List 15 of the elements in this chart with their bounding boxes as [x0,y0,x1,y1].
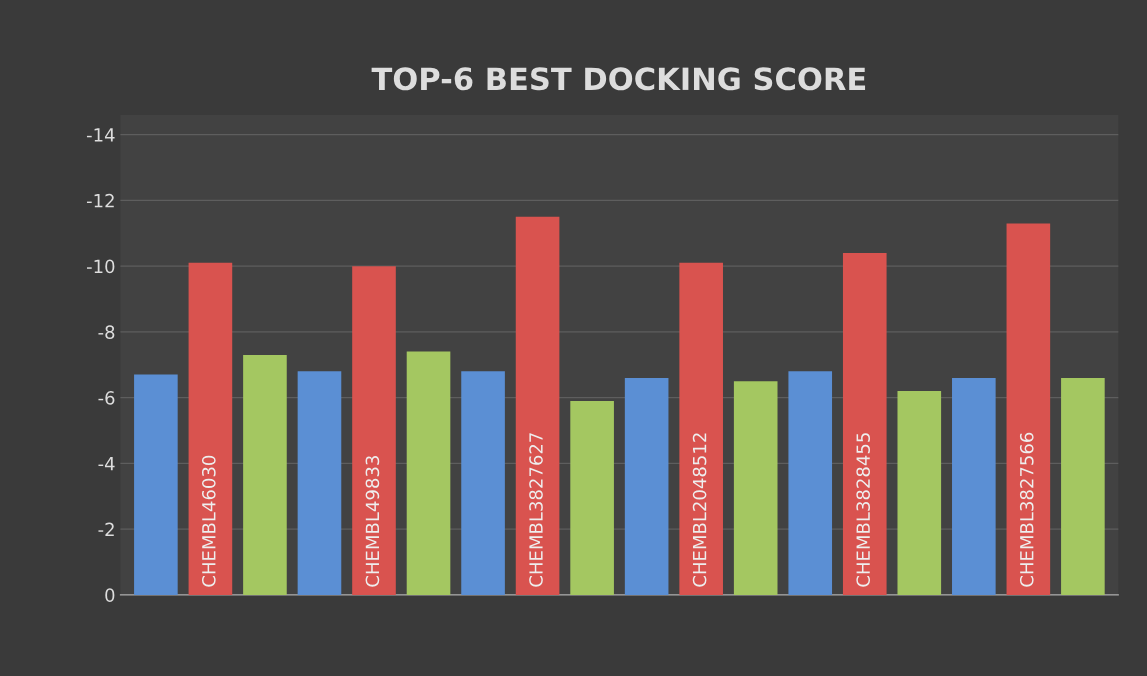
y-tick-label: -2 [98,522,114,536]
x-tick-label: CHEMBL49833 [365,456,380,587]
y-tick-label: -4 [98,457,115,471]
y-tick-label: -10 [86,259,115,274]
x-tick-label: CHEMBL2048512 [692,433,707,587]
y-tick-label: -14 [86,128,115,142]
x-tick-label: CHEMBL46030 [201,455,216,587]
x-tick-label: CHEMBL3828455 [856,433,870,587]
y-tick-label: 0 [105,588,115,602]
y-tick-label: -8 [98,325,115,339]
y-tick-label: -12 [86,193,114,208]
x-tick-label: CHEMBL3827627 [529,433,543,587]
x-tick-label: CHEMBL3827566 [1019,432,1034,587]
y-tick-label: -6 [98,391,115,405]
chart-title: TOP-6 BEST DOCKING SCORE [371,67,866,91]
